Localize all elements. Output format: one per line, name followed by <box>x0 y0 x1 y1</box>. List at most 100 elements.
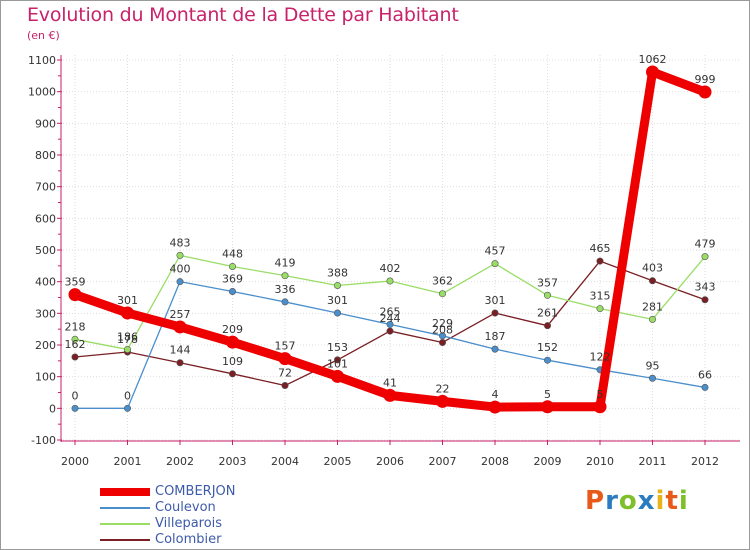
y-tick-label: 700 <box>35 181 56 194</box>
data-point <box>491 260 499 268</box>
data-point <box>648 315 656 323</box>
data-label: 22 <box>436 382 450 395</box>
data-point <box>593 400 607 414</box>
logo-letter: P <box>585 486 606 516</box>
data-label: 157 <box>275 340 296 353</box>
logo-letter: x <box>637 486 656 516</box>
data-point <box>438 338 446 346</box>
data-label: 178 <box>117 333 138 346</box>
data-point <box>124 345 132 353</box>
data-label: 301 <box>485 294 506 307</box>
data-point <box>281 298 289 306</box>
y-tick-label: 500 <box>35 244 56 257</box>
data-point <box>698 85 712 99</box>
data-point <box>701 296 709 304</box>
data-point <box>646 65 659 79</box>
data-point <box>648 374 656 382</box>
data-point <box>543 356 551 364</box>
data-point <box>71 353 79 361</box>
legend-swatch <box>100 507 150 509</box>
data-label: 229 <box>432 317 453 330</box>
x-tick-label: 2006 <box>376 455 404 468</box>
data-label: 218 <box>65 320 86 333</box>
data-label: 244 <box>380 312 401 325</box>
data-point <box>333 309 341 317</box>
data-point <box>71 335 79 343</box>
data-label: 479 <box>695 238 716 251</box>
y-tick-label: -100 <box>31 434 56 447</box>
data-label: 209 <box>222 323 243 336</box>
data-point <box>331 369 344 383</box>
data-point <box>436 394 449 408</box>
line-chart: -100010020030040050060070080090010001100… <box>28 53 740 468</box>
data-point <box>121 306 134 320</box>
legend-label: Colombier <box>155 532 222 547</box>
x-tick-label: 2012 <box>691 455 719 468</box>
y-tick-label: 1100 <box>28 54 56 67</box>
data-point <box>596 305 604 313</box>
y-tick-label: 800 <box>35 149 56 162</box>
data-label: 369 <box>222 272 243 285</box>
data-point <box>386 327 394 335</box>
data-label: 999 <box>695 73 716 86</box>
data-label: 448 <box>222 247 243 260</box>
data-point <box>488 400 502 414</box>
data-label: 400 <box>170 263 191 276</box>
data-point <box>229 287 237 295</box>
data-label: 402 <box>380 262 401 275</box>
x-tick-label: 2011 <box>639 455 667 468</box>
legend-swatch <box>100 488 150 496</box>
x-tick-label: 2008 <box>481 455 509 468</box>
data-point <box>543 322 551 330</box>
legend-label: Villeparois <box>155 516 223 531</box>
y-tick-label: 400 <box>35 276 56 289</box>
data-label: 66 <box>698 368 712 381</box>
data-point <box>68 288 82 302</box>
data-label: 95 <box>646 359 660 372</box>
data-point <box>229 262 237 270</box>
logo-letter: i <box>678 486 689 516</box>
data-point <box>278 352 292 366</box>
data-point <box>173 320 187 334</box>
data-label: 4 <box>492 388 499 401</box>
logo-letter: t <box>665 486 679 516</box>
data-point <box>438 332 446 340</box>
logo-letter: i <box>655 486 666 516</box>
x-tick-label: 2002 <box>166 455 194 468</box>
data-label: 0 <box>124 389 131 402</box>
data-label: 315 <box>590 290 611 303</box>
data-label: 343 <box>695 281 716 294</box>
data-label: 1062 <box>639 53 667 66</box>
data-point <box>281 382 289 390</box>
data-point <box>386 320 394 328</box>
x-tick-label: 2007 <box>429 455 457 468</box>
data-point <box>176 359 184 367</box>
data-label: 101 <box>327 357 348 370</box>
data-labels-layer: 359 301 257 209 157 101 41 22 4 5 5 1062 999 0 0 400 369… <box>65 53 716 402</box>
data-point <box>176 278 184 286</box>
data-label: 301 <box>327 294 348 307</box>
data-label: 153 <box>327 341 348 354</box>
data-label: 186 <box>117 330 138 343</box>
data-label: 257 <box>170 308 191 321</box>
data-label: 0 <box>72 389 79 402</box>
data-point <box>596 257 604 265</box>
data-label: 265 <box>380 305 401 318</box>
data-label: 261 <box>537 307 558 320</box>
chart-subtitle: (en €) <box>27 29 60 42</box>
chart-title: Evolution du Montant de la Dette par Hab… <box>27 4 459 26</box>
proxiti-logo: Proxiti <box>585 486 689 516</box>
data-point <box>124 404 132 412</box>
data-label: 208 <box>432 323 453 336</box>
data-point <box>491 345 499 353</box>
y-tick-label: 200 <box>35 339 56 352</box>
logo-letter: o <box>618 486 638 516</box>
axes: -100010020030040050060070080090010001100… <box>28 54 740 468</box>
data-label: 357 <box>537 276 558 289</box>
data-label: 162 <box>65 338 86 351</box>
y-tick-label: 0 <box>49 402 56 415</box>
data-label: 122 <box>590 351 611 364</box>
y-tick-label: 1000 <box>28 86 56 99</box>
x-tick-label: 2009 <box>534 455 562 468</box>
x-tick-label: 2010 <box>586 455 614 468</box>
